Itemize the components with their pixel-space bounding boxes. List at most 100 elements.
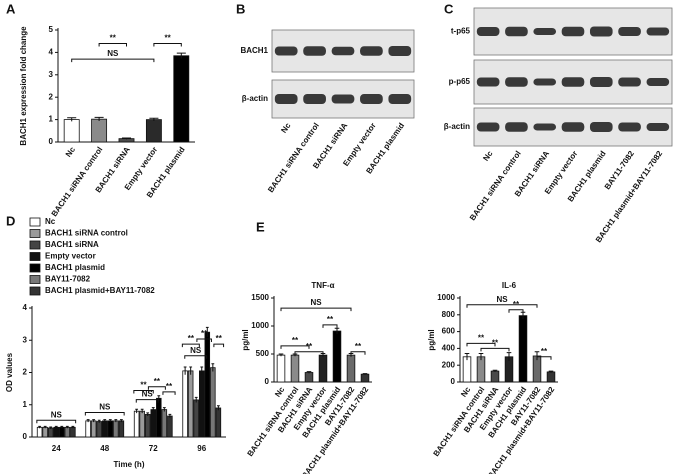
blot-band: [646, 27, 670, 36]
bar: [173, 55, 190, 143]
legend-swatch: [29, 217, 41, 227]
error-bar: [205, 326, 209, 338]
blot-row-label: p-p65: [449, 77, 471, 86]
significance-label: NS: [190, 346, 202, 355]
y-tick-label: 1000: [251, 321, 269, 330]
error-bar: [146, 412, 150, 417]
legend-swatch: [29, 286, 41, 296]
y-tick-label: 2: [49, 92, 54, 101]
error-bar: [157, 395, 161, 401]
blot-band: [618, 77, 641, 87]
bar: [107, 420, 114, 438]
error-bar: [54, 425, 58, 429]
bar: [346, 354, 356, 383]
bar: [118, 420, 125, 438]
significance-label: **: [492, 339, 499, 348]
bar: [187, 370, 194, 438]
error-bar: [464, 352, 470, 361]
error-bar: [194, 396, 198, 403]
panel-label: D: [6, 213, 15, 228]
error-bar: [168, 413, 172, 418]
significance-label: NS: [310, 298, 322, 307]
bar: [144, 414, 151, 438]
blot-band: [561, 26, 585, 37]
y-tick-label: 4: [49, 48, 54, 57]
y-tick-label: 400: [442, 344, 456, 353]
y-tick-label: 200: [442, 360, 456, 369]
x-tick-label: 72: [149, 444, 158, 453]
significance-label: **: [513, 300, 520, 309]
y-tick-label: 500: [256, 349, 270, 358]
bar: [139, 410, 145, 438]
panel-label: E: [256, 219, 265, 234]
blot-band: [360, 94, 383, 104]
blot-band: [646, 123, 670, 131]
legend-label: Nc: [45, 217, 56, 226]
bar: [518, 315, 528, 383]
blot-band: [505, 26, 528, 37]
chart-title: TNF-α: [311, 281, 334, 290]
bar: [161, 409, 168, 438]
error-bar: [278, 353, 284, 357]
x-tick-label: 48: [100, 444, 109, 453]
panel-label: C: [444, 1, 454, 16]
panel-label: A: [6, 1, 16, 16]
error-bar: [506, 352, 512, 361]
significance-label: **: [306, 342, 313, 351]
bar: [290, 354, 300, 383]
bar: [70, 426, 76, 438]
significance-bracket: [153, 42, 182, 47]
bar: [47, 427, 54, 438]
blot-band: [388, 94, 412, 104]
blot-band: [561, 122, 585, 132]
significance-bracket: [280, 345, 310, 349]
blot-band: [533, 123, 557, 131]
significance-label: **: [216, 334, 223, 343]
x-tick-label: Nc: [64, 145, 78, 159]
significance-bracket: [508, 309, 524, 313]
bar: [210, 367, 216, 438]
error-bar: [97, 419, 101, 423]
blot-band: [646, 78, 670, 86]
bar: [145, 119, 162, 143]
blot-row-label: BACH1: [240, 46, 268, 55]
error-bar: [362, 373, 368, 375]
error-bar: [86, 419, 90, 423]
bar: [85, 420, 91, 438]
blot-band: [505, 77, 528, 87]
significance-bracket: [36, 419, 77, 424]
blot-band: [331, 46, 355, 56]
bar: [462, 356, 472, 383]
significance-bracket: [322, 324, 338, 328]
x-tick-label: BACH1 siRNA control: [50, 145, 105, 218]
blot-row-label: β-actin: [444, 122, 470, 131]
bar: [332, 330, 342, 383]
significance-label: NS: [51, 410, 63, 419]
y-tick-label: 1: [49, 115, 54, 124]
x-tick-label: 96: [197, 444, 206, 453]
bar: [360, 373, 370, 383]
legend-label: BAY11-7082: [45, 275, 91, 284]
bar: [53, 426, 60, 438]
significance-label: **: [327, 315, 334, 324]
blot-lane-label: Nc: [481, 149, 495, 163]
x-axis-label: Time (h): [114, 460, 145, 469]
y-tick-label: 3: [23, 335, 28, 344]
bar: [490, 370, 500, 383]
y-axis-label: pg/ml: [427, 329, 436, 350]
legend-swatch: [29, 240, 41, 250]
blot-lane-label: BACH1 siRNA control: [468, 149, 523, 222]
bar: [215, 407, 222, 438]
bar: [167, 415, 173, 438]
error-bar: [478, 352, 484, 361]
bar: [42, 426, 48, 438]
error-bar: [65, 425, 69, 429]
error-bar: [189, 366, 193, 375]
significance-bracket: [466, 304, 538, 308]
panel-label: B: [236, 1, 245, 16]
significance-label: **: [478, 333, 485, 342]
error-bar: [183, 366, 187, 375]
significance-label: NS: [496, 295, 508, 304]
legend-label: BACH1 siRNA control: [45, 229, 128, 238]
y-axis-label: pg/ml: [241, 329, 250, 350]
